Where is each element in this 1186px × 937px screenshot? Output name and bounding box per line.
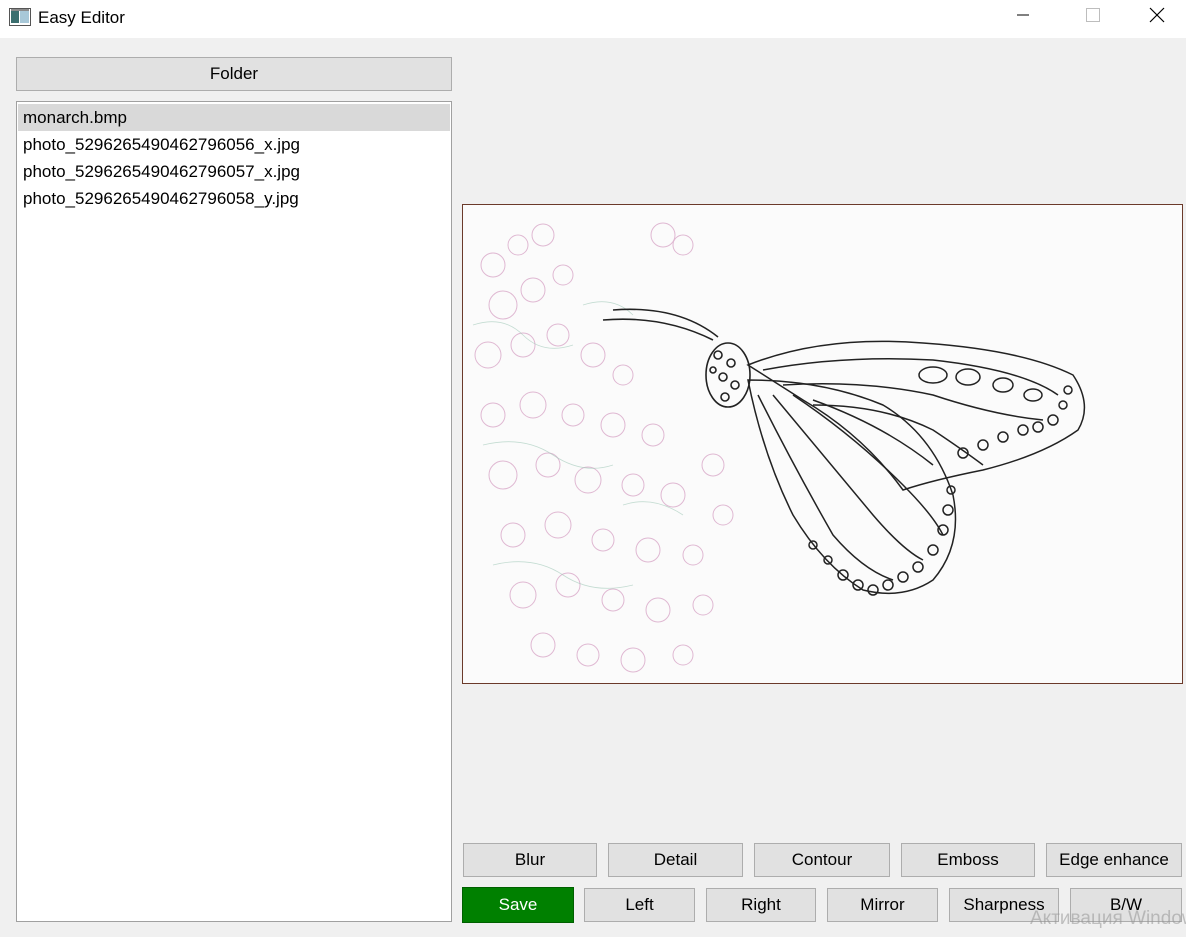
file-list-item[interactable]: photo_5296265490462796058_y.jpg	[23, 189, 299, 208]
image-preview	[462, 204, 1183, 684]
minimize-icon	[1017, 8, 1029, 26]
rotate-left-button[interactable]: Left	[584, 888, 695, 922]
file-list-item[interactable]: photo_5296265490462796056_x.jpg	[23, 135, 300, 154]
title-bar: Easy Editor	[0, 0, 1186, 38]
rotate-right-button[interactable]: Right	[706, 888, 816, 922]
blur-button[interactable]: Blur	[463, 843, 597, 877]
emboss-button[interactable]: Emboss	[901, 843, 1035, 877]
detail-button[interactable]: Detail	[608, 843, 743, 877]
maximize-icon	[1086, 7, 1100, 27]
contour-button[interactable]: Contour	[754, 843, 890, 877]
close-icon	[1149, 7, 1165, 28]
maximize-button[interactable]	[1058, 0, 1128, 34]
file-list-item[interactable]: monarch.bmp	[18, 104, 450, 131]
window-title: Easy Editor	[38, 8, 125, 27]
file-list-item[interactable]: photo_5296265490462796057_x.jpg	[23, 162, 300, 181]
bw-button[interactable]: B/W	[1070, 888, 1182, 922]
save-button[interactable]: Save	[462, 887, 574, 923]
activation-watermark: Активация Windows	[1030, 908, 1186, 929]
minimize-button[interactable]	[988, 0, 1058, 34]
mirror-button[interactable]: Mirror	[827, 888, 938, 922]
app-window-icon	[9, 8, 31, 26]
edge-enhance-button[interactable]: Edge enhance	[1046, 843, 1182, 877]
folder-button[interactable]: Folder	[16, 57, 452, 91]
sharpness-button[interactable]: Sharpness	[949, 888, 1059, 922]
close-button[interactable]	[1128, 0, 1186, 34]
file-list[interactable]: monarch.bmp photo_5296265490462796056_x.j…	[16, 101, 452, 922]
monarch-butterfly-contour-image	[463, 205, 1182, 683]
